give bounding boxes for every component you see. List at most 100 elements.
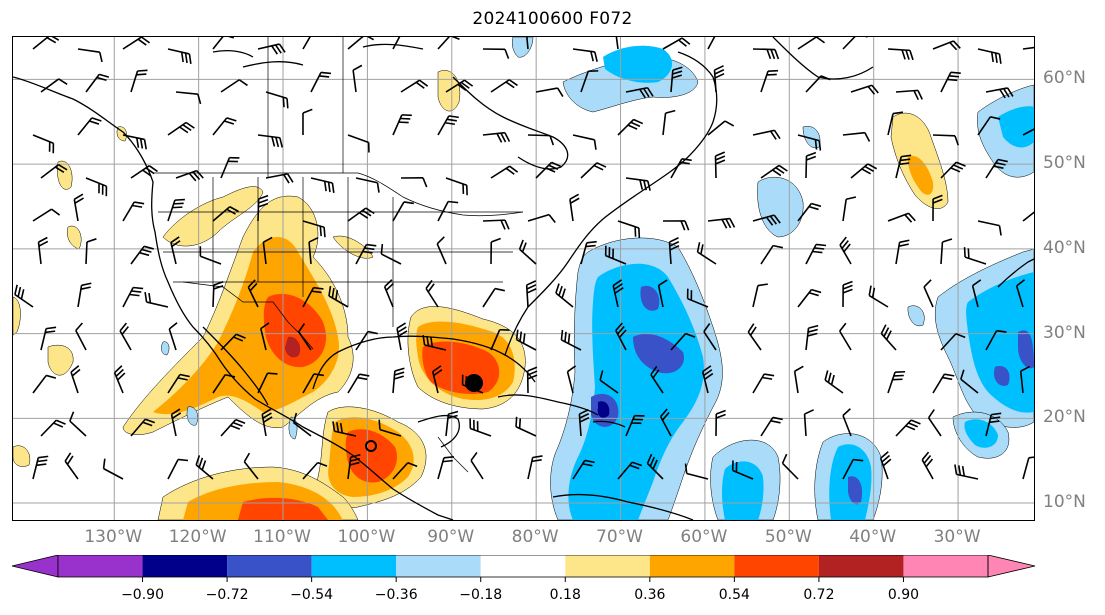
wind-barb — [1015, 279, 1026, 308]
wind-barb — [971, 279, 982, 308]
wind-barb — [752, 373, 775, 394]
wind-barb — [793, 365, 804, 394]
wind-barb — [963, 247, 987, 265]
wind-barb — [392, 114, 412, 136]
wind-barb — [518, 239, 537, 265]
anomaly-region — [153, 237, 339, 415]
wind-barb — [347, 37, 375, 50]
latitude-label: 30°N — [1043, 322, 1086, 343]
wind-barb — [868, 285, 889, 308]
wind-barb — [298, 323, 312, 351]
colorbar-extend-min — [11, 555, 59, 578]
wind-barb — [122, 201, 145, 222]
wind-barb — [797, 202, 822, 222]
anomaly-region — [847, 476, 863, 505]
wind-barb — [85, 177, 108, 197]
wind-barb — [797, 37, 826, 50]
wind-barb — [880, 324, 897, 351]
anomaly-region — [757, 176, 804, 238]
wind-barb — [396, 322, 408, 351]
storm-center-marker — [365, 440, 377, 452]
colorbar-swatch — [565, 555, 650, 577]
wind-barb — [445, 410, 459, 437]
longitude-label: 120°W — [168, 527, 227, 547]
wind-barb — [212, 373, 236, 394]
wind-barb — [527, 455, 543, 480]
wind-barb — [383, 279, 394, 308]
wind-barb — [437, 456, 454, 480]
anomaly-region — [13, 445, 31, 467]
wind-barb — [580, 240, 597, 265]
wind-barb — [707, 120, 735, 136]
coastline-arctic — [212, 43, 424, 68]
wind-barb — [392, 462, 418, 480]
wind-barb — [612, 279, 624, 308]
wind-barb — [64, 452, 79, 480]
wind-barb — [490, 165, 519, 179]
anomaly-region — [13, 296, 21, 336]
latitude-label: 60°N — [1043, 68, 1086, 89]
wind-barb — [940, 333, 966, 351]
wind-barb — [445, 177, 468, 196]
colorbar-tick-label: −0.90 — [121, 587, 164, 603]
colorbar-swatch — [58, 555, 143, 577]
wind-barb — [670, 66, 683, 93]
wind-barb — [175, 169, 204, 182]
wind-barb — [535, 161, 562, 179]
wind-barb — [850, 84, 879, 95]
wind-barb — [437, 37, 462, 50]
coastline-s-america — [552, 493, 694, 520]
colorbar-swatch — [142, 555, 228, 577]
coastline-africa — [997, 258, 1034, 288]
wind-barb — [731, 460, 754, 480]
wind-barb — [328, 285, 349, 308]
wind-barb — [257, 372, 278, 394]
wind-barb — [257, 43, 286, 55]
map-panel[interactable] — [12, 36, 1035, 521]
wind-barb — [578, 409, 590, 437]
wind-barb — [895, 89, 923, 101]
wind-barb — [580, 162, 607, 179]
graticule — [13, 37, 1034, 520]
wind-barb — [212, 37, 235, 50]
wind-barb — [40, 419, 66, 437]
wind-barb — [265, 91, 289, 109]
wind-barb — [752, 48, 780, 60]
wind-barb — [617, 461, 642, 480]
wind-barb — [257, 134, 284, 148]
wind-barb — [670, 158, 692, 179]
wind-barb — [482, 287, 505, 308]
wind-barb — [805, 151, 817, 179]
map-canvas — [13, 37, 1034, 520]
wind-barb — [490, 79, 518, 93]
wind-barb — [842, 196, 857, 222]
wind-barb — [659, 408, 672, 437]
wind-barb — [437, 200, 459, 222]
colorbar-swatch — [396, 555, 481, 577]
wind-barb — [220, 156, 240, 179]
wind-barb — [170, 236, 181, 265]
wind-barb — [842, 458, 864, 480]
wind-barb — [310, 71, 332, 93]
wind-barb — [292, 412, 312, 437]
anomaly-region — [597, 401, 610, 418]
wind-barb — [752, 283, 768, 308]
wind-barb — [805, 75, 831, 93]
wind-barb — [932, 134, 960, 146]
colorbar-tick-label: 0.54 — [718, 587, 750, 603]
wind-barb — [985, 87, 1014, 99]
wind-barb — [167, 48, 192, 64]
wind-barb — [526, 366, 538, 394]
wind-barb — [985, 329, 1007, 351]
wind-barb — [37, 236, 49, 265]
wind-barb — [310, 177, 335, 194]
wind-barb — [940, 161, 966, 179]
longitude-label: 80°W — [511, 527, 559, 547]
wind-barb — [615, 37, 619, 50]
wind-barb — [130, 69, 148, 93]
colorbar-tick-label: 0.90 — [887, 587, 920, 603]
wind-barb — [470, 451, 484, 480]
anomaly-region — [993, 366, 1010, 386]
wind-barb — [195, 455, 214, 480]
wind-barb — [170, 408, 182, 437]
